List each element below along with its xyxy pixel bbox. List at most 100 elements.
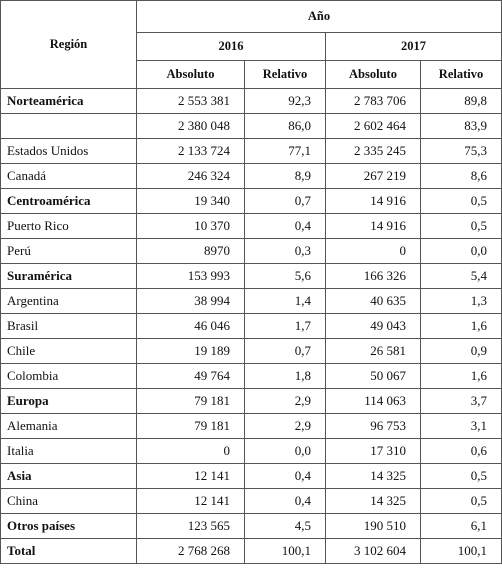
value-cell: 19 189 bbox=[136, 338, 245, 364]
region-cell: Puerto Rico bbox=[0, 213, 137, 239]
value-cell: 1,6 bbox=[419, 363, 502, 389]
value-cell: 2,9 bbox=[244, 388, 326, 414]
value-cell: 12 141 bbox=[136, 488, 245, 514]
value-cell: 26 581 bbox=[325, 338, 421, 364]
table-row: Italia 0 0,0 17 310 0,6 bbox=[0, 438, 502, 464]
region-cell: Estados Unidos bbox=[0, 138, 137, 164]
value-cell: 40 635 bbox=[325, 288, 421, 314]
region-cell: Chile bbox=[0, 338, 137, 364]
value-cell: 267 219 bbox=[325, 163, 421, 189]
header-row: Región Año bbox=[0, 0, 502, 89]
table-row: Europa 79 181 2,9 114 063 3,7 bbox=[0, 388, 502, 414]
table-body: Norteamérica 2 553 381 92,3 2 783 706 89,8 2 … bbox=[0, 88, 502, 564]
header-row: 2016 2017 bbox=[1, 32, 502, 61]
value-cell: 46 046 bbox=[136, 313, 245, 339]
value-cell: 1,7 bbox=[244, 313, 326, 339]
value-cell: 1,8 bbox=[244, 363, 326, 389]
value-cell: 2 768 268 bbox=[136, 538, 245, 564]
value-cell: 8,9 bbox=[244, 163, 326, 189]
value-cell: 190 510 bbox=[325, 513, 421, 539]
value-cell: 114 063 bbox=[325, 388, 421, 414]
value-cell: 2 602 464 bbox=[325, 113, 421, 139]
year-label: 2017 bbox=[324, 32, 502, 61]
value-cell: 75,3 bbox=[419, 138, 502, 164]
value-cell: 100,1 bbox=[244, 538, 326, 564]
value-cell: 0,4 bbox=[244, 463, 326, 489]
value-cell: 123 565 bbox=[136, 513, 245, 539]
value-cell: 14 916 bbox=[325, 213, 421, 239]
value-cell: 0,7 bbox=[244, 188, 326, 214]
region-cell: Perú bbox=[0, 238, 137, 264]
value-cell: 0,9 bbox=[419, 338, 502, 364]
table-row: Suramérica 153 993 5,6 166 326 5,4 bbox=[0, 263, 502, 289]
value-cell: 5,4 bbox=[419, 263, 502, 289]
value-cell: 2,9 bbox=[244, 413, 326, 439]
region-cell: Centroamérica bbox=[0, 188, 137, 214]
value-cell: 19 340 bbox=[136, 188, 245, 214]
table-row: Otros países 123 565 4,5 190 510 6,1 bbox=[0, 513, 502, 539]
value-cell: 79 181 bbox=[136, 413, 245, 439]
region-cell: China bbox=[0, 488, 137, 514]
value-cell: 0,5 bbox=[419, 213, 502, 239]
value-cell: 2 335 245 bbox=[325, 138, 421, 164]
data-table: Región Año 2016 2017 Absoluto Relativo A… bbox=[0, 0, 502, 564]
subheader: Absoluto bbox=[136, 60, 245, 89]
value-cell: 14 916 bbox=[325, 188, 421, 214]
table-row: Argentina 38 994 1,4 40 635 1,3 bbox=[0, 288, 502, 314]
value-cell: 8970 bbox=[136, 238, 245, 264]
region-cell: Otros países bbox=[0, 513, 137, 539]
subheader: Relativo bbox=[244, 60, 326, 89]
value-cell: 38 994 bbox=[136, 288, 245, 314]
value-cell: 49 043 bbox=[325, 313, 421, 339]
value-cell: 3,1 bbox=[419, 413, 502, 439]
region-cell: Norteamérica bbox=[0, 88, 137, 114]
table-row: 2 380 048 86,0 2 602 464 83,9 bbox=[0, 113, 502, 139]
table-row: Puerto Rico 10 370 0,4 14 916 0,5 bbox=[0, 213, 502, 239]
table-row: Total 2 768 268 100,1 3 102 604 100,1 bbox=[0, 538, 502, 564]
table-row: Alemania 79 181 2,9 96 753 3,1 bbox=[0, 413, 502, 439]
value-cell: 49 764 bbox=[136, 363, 245, 389]
value-cell: 100,1 bbox=[419, 538, 502, 564]
value-cell: 2 783 706 bbox=[325, 88, 421, 114]
value-cell: 86,0 bbox=[244, 113, 326, 139]
value-cell: 6,1 bbox=[419, 513, 502, 539]
region-cell: Argentina bbox=[0, 288, 137, 314]
value-cell: 0,3 bbox=[244, 238, 326, 264]
year-label: 2016 bbox=[136, 32, 326, 61]
value-cell: 0,5 bbox=[419, 463, 502, 489]
table-row: Brasil 46 046 1,7 49 043 1,6 bbox=[0, 313, 502, 339]
value-cell: 79 181 bbox=[136, 388, 245, 414]
table-row: Estados Unidos 2 133 724 77,1 2 335 245 75,3 bbox=[0, 138, 502, 164]
table-header: Región Año 2016 2017 Absoluto Relativo A… bbox=[0, 0, 502, 89]
subheader: Absoluto bbox=[325, 60, 421, 89]
region-cell: Canadá bbox=[0, 163, 137, 189]
region-cell: Total bbox=[0, 538, 137, 564]
value-cell: 2 553 381 bbox=[136, 88, 245, 114]
value-cell: 0,0 bbox=[419, 238, 502, 264]
region-cell: Colombia bbox=[0, 363, 137, 389]
value-cell: 0 bbox=[325, 238, 421, 264]
region-cell: Europa bbox=[0, 388, 137, 414]
value-cell: 14 325 bbox=[325, 488, 421, 514]
value-cell: 50 067 bbox=[325, 363, 421, 389]
value-cell: 12 141 bbox=[136, 463, 245, 489]
region-cell: Italia bbox=[0, 438, 137, 464]
value-cell: 1,4 bbox=[244, 288, 326, 314]
value-cell: 4,5 bbox=[244, 513, 326, 539]
value-cell: 0,4 bbox=[244, 488, 326, 514]
value-cell: 2 133 724 bbox=[136, 138, 245, 164]
value-cell: 0,6 bbox=[419, 438, 502, 464]
region-cell: Suramérica bbox=[0, 263, 137, 289]
value-cell: 246 324 bbox=[136, 163, 245, 189]
region-cell: Brasil bbox=[0, 313, 137, 339]
value-cell: 89,8 bbox=[419, 88, 502, 114]
table-row: China 12 141 0,4 14 325 0,5 bbox=[0, 488, 502, 514]
table-row: Centroamérica 19 340 0,7 14 916 0,5 bbox=[0, 188, 502, 214]
value-cell: 0,0 bbox=[244, 438, 326, 464]
value-cell: 3,7 bbox=[419, 388, 502, 414]
value-cell: 3 102 604 bbox=[325, 538, 421, 564]
value-cell: 0 bbox=[136, 438, 245, 464]
value-cell: 10 370 bbox=[136, 213, 245, 239]
